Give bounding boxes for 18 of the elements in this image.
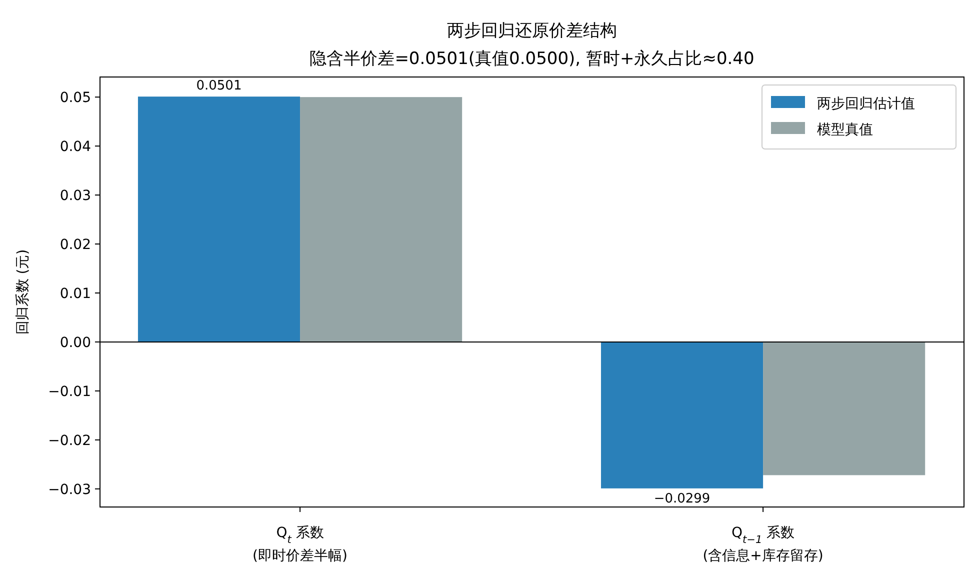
legend-label: 模型真值: [817, 122, 873, 138]
chart-title: 两步回归还原价差结构: [447, 21, 617, 41]
x-tick-label: Q$_{t−1}$ 系数 (含信息+库存留存): [702, 525, 824, 564]
y-tick-label: −0.02: [48, 432, 91, 449]
y-tick-label: −0.03: [48, 482, 91, 498]
data-label: −0.0299: [654, 491, 710, 506]
y-tick-label: −0.01: [48, 384, 91, 400]
y-tick-label: 0.04: [60, 139, 92, 156]
y-tick-label: 0.01: [60, 286, 91, 302]
data-label: 0.0501: [196, 78, 242, 94]
y-axis-title: 回归系数 (元): [15, 249, 31, 335]
y-tick-label: 0.00: [60, 334, 91, 351]
chart-subtitle: 隐含半价差=0.0501(真值0.0500), 暂时+永久占比≈0.40: [310, 49, 754, 69]
y-tick-label: 0.03: [60, 188, 91, 204]
legend-label: 两步回归估计值: [817, 96, 915, 112]
x-tick-label: Q$_{t}$ 系数 (即时价差半幅): [252, 525, 348, 564]
y-tick-label: 0.02: [60, 237, 91, 254]
y-tick-label: 0.05: [60, 90, 91, 106]
